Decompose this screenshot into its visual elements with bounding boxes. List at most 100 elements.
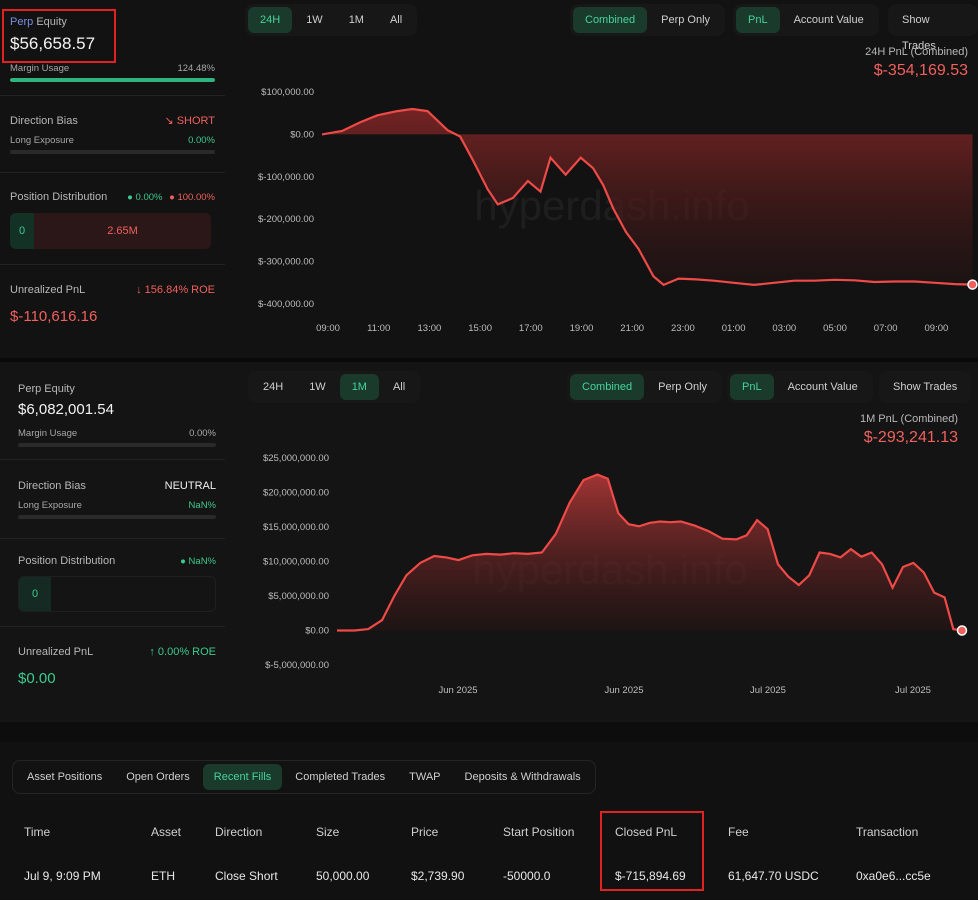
timeframe-1m-button[interactable]: 1M (348, 14, 364, 26)
pnl-line (321, 107, 973, 287)
x-tick-label: 17:00 (519, 323, 543, 334)
pnl-area (337, 474, 962, 631)
x-tick-label: Jun 2025 (438, 685, 477, 696)
short-dot-icon: ● (169, 191, 175, 203)
chart-total: $-293,241.13 (863, 429, 958, 446)
x-tick-label: 13:00 (418, 323, 442, 334)
position-distribution-bar: 0 (18, 576, 216, 612)
column-header-price[interactable]: Price (411, 825, 439, 839)
y-tick-label: $100,000.00 (261, 87, 314, 98)
tab-twap[interactable]: TWAP (409, 771, 441, 783)
tab-asset-positions[interactable]: Asset Positions (27, 771, 103, 783)
column-header-direction[interactable]: Direction (215, 825, 263, 839)
column-header-time[interactable]: Time (24, 825, 51, 839)
position-distribution-label: Position Distribution (18, 555, 116, 567)
distribution-percents: ● 0.00% ● 100.00% (127, 192, 215, 203)
pnl-line (337, 473, 963, 632)
tab-open-orders[interactable]: Open Orders (126, 771, 190, 783)
unrealized-pnl-label: Unrealized PnL (18, 646, 94, 658)
divider (0, 538, 225, 539)
show-trades-button[interactable]: Show Trades (893, 381, 958, 393)
timeframe-1w-button[interactable]: 1W (306, 14, 323, 26)
margin-usage-bar (18, 443, 216, 447)
pnl-panel-1m: Perp Equity $6,082,001.54 Margin Usage 0… (0, 362, 978, 722)
watermark-text: hyperdash.info (474, 182, 750, 229)
direction-bias-label: Direction Bias (18, 480, 86, 492)
tab-recent-fills[interactable]: Recent Fills (202, 764, 283, 790)
x-tick-label: 05:00 (823, 323, 847, 334)
x-tick-label: 09:00 (316, 323, 340, 334)
highlight-box-closed-pnl (600, 811, 704, 891)
x-tick-label: Jul 2025 (750, 685, 786, 696)
dist-short-segment: 2.65M (34, 213, 211, 249)
y-tick-label: $5,000,000.00 (268, 591, 329, 602)
column-header-fee[interactable]: Fee (728, 825, 749, 839)
timeframe-24h-button[interactable]: 24H (263, 381, 284, 393)
margin-usage-label: Margin Usage (18, 428, 78, 439)
x-tick-label: 03:00 (772, 323, 796, 334)
column-header-size[interactable]: Size (316, 825, 340, 839)
pnl-area (322, 109, 973, 285)
divider (0, 626, 225, 627)
y-tick-label: $-100,000.00 (258, 172, 314, 183)
margin-usage-bar-fill (10, 78, 215, 82)
column-header-closed-pnl[interactable]: Closed PnL (615, 825, 678, 839)
direction-bias-label: Direction Bias (10, 114, 78, 127)
long-exposure-label: Long Exposure (18, 500, 82, 511)
unrealized-pnl-value: $0.00 (18, 670, 56, 687)
pnl-panel-24h: Perp Equity $56,658.57 Margin Usage 124.… (0, 0, 978, 358)
divider (0, 172, 225, 173)
perp-word: Perp (10, 16, 34, 28)
highlight-box-equity (2, 9, 116, 63)
position-distribution-label: Position Distribution (10, 191, 108, 203)
long-exposure-value: 0.00% (188, 135, 215, 146)
divider (0, 95, 225, 96)
perp-equity-block: Perp Equity $6,082,001.54 (18, 383, 216, 418)
mode-selector: Combined Perp Only (567, 371, 723, 403)
cell-size: 50,000.00 (316, 869, 370, 883)
account-value-button[interactable]: Account Value (787, 381, 858, 393)
margin-usage-block: Margin Usage 124.48% (10, 63, 215, 82)
perp-only-button[interactable]: Perp Only (658, 381, 708, 393)
margin-usage-bar (10, 78, 215, 82)
unrealized-pnl-value: $-110,616.16 (10, 308, 98, 325)
chart-title: 24H PnL (Combined) (865, 46, 968, 58)
pnl-button[interactable]: PnL (730, 374, 774, 400)
account-value-button[interactable]: Account Value (793, 14, 864, 26)
pnl-button[interactable]: PnL (736, 7, 780, 33)
direction-bias-value: NEUTRAL (164, 480, 216, 492)
timeframe-1w-button[interactable]: 1W (309, 381, 326, 393)
cell-transaction[interactable]: 0xa0e6...cc5e (856, 869, 931, 883)
timeframe-all-button[interactable]: All (389, 14, 403, 26)
column-header-asset[interactable]: Asset (151, 825, 182, 839)
position-distribution-bar: 0 2.65M (10, 213, 211, 249)
distribution-percents: ● NaN% (180, 556, 216, 567)
divider (0, 459, 225, 460)
y-tick-label: $10,000,000.00 (263, 557, 329, 568)
watermark-text: hyperdash.info (472, 546, 748, 593)
dist-long-pct: 0.00% (135, 191, 163, 203)
timeframe-all-button[interactable]: All (392, 381, 406, 393)
tab-deposits-withdrawals[interactable]: Deposits & Withdrawals (464, 771, 581, 783)
bottom-tabs: Asset Positions Open Orders Recent Fills… (12, 760, 596, 794)
x-tick-label: 09:00 (925, 323, 949, 334)
perp-equity-label: Perp Equity (18, 383, 75, 395)
column-header-transaction[interactable]: Transaction (856, 825, 919, 839)
show-trades-button[interactable]: Show Trades (902, 14, 936, 52)
cell-direction: Close Short (215, 869, 278, 883)
column-header-start-position[interactable]: Start Position (503, 825, 575, 839)
long-dot-icon: ● (127, 191, 133, 203)
y-tick-label: $25,000,000.00 (263, 453, 329, 464)
perp-only-button[interactable]: Perp Only (661, 14, 711, 26)
timeframe-24h-button[interactable]: 24H (248, 7, 293, 33)
roe-value: ↓ 156.84% ROE (136, 284, 215, 296)
direction-bias-block: Direction Bias NEUTRAL Long Exposure NaN… (18, 480, 216, 519)
show-trades-group: Show Trades (888, 4, 978, 52)
x-tick-label: 01:00 (722, 323, 746, 334)
long-exposure-bar (18, 515, 216, 519)
tab-completed-trades[interactable]: Completed Trades (295, 771, 386, 783)
timeframe-1m-button[interactable]: 1M (339, 374, 379, 400)
metric-selector: PnL Account Value (733, 4, 879, 36)
combined-button[interactable]: Combined (570, 374, 645, 400)
combined-button[interactable]: Combined (573, 7, 648, 33)
